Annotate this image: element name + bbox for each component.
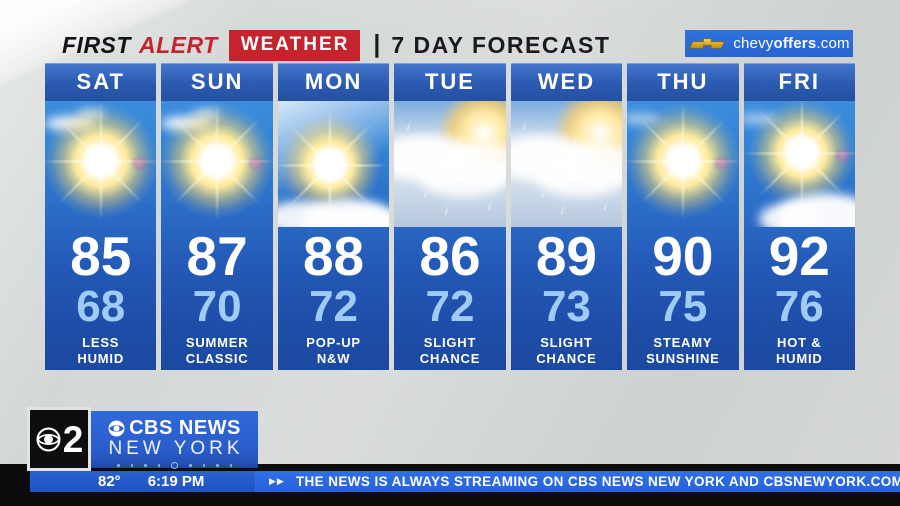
sponsor-banner: chevyoffers.com [685,30,853,57]
forecast-description: POP-UP N&W [306,335,361,366]
forecast-description: SUMMER CLASSIC [185,335,249,366]
seven-day-forecast-grid: SAT 85 68 LESS HUMID SUN 87 70 [45,63,855,370]
brand-weather-badge: WEATHER [228,29,361,61]
forecast-card-fri: FRI 92 76 HOT & HUMID [743,63,855,370]
forecast-card-sun: SUN 87 70 SUMMER CLASSIC [161,63,273,370]
lens-flare [832,149,853,162]
sun-with-cloud-icon [743,101,855,227]
forecast-description: HOT & HUMID [775,335,823,366]
cloud-shape [441,143,506,181]
cbs-news-new-york-logo: CBS NEWS NEW YORK [91,411,258,469]
forecast-card-sat: SAT 85 68 LESS HUMID [45,63,157,370]
forecast-description: STEAMY SUNSHINE [646,335,720,366]
active-dot [171,462,178,469]
brand-first: FIRST [62,31,131,58]
channel-2-logo: 2 [30,410,88,468]
lens-flare [246,157,267,170]
news-ticker: ▶▶ THE NEWS IS ALWAYS STREAMING ON CBS N… [255,471,900,492]
chevrolet-bowtie-icon [689,38,726,49]
forecast-card-wed: WED 89 73 SLIGHT CHANCE [510,63,623,370]
low-temp: 70 [192,282,242,331]
cloud-shape [337,209,390,227]
day-label: FRI [743,63,855,101]
low-temp: 68 [76,282,126,331]
day-label: THU [627,63,739,101]
info-bar: 82° 6:19 PM ▶▶ THE NEWS IS ALWAYS STREAM… [30,471,900,492]
forecast-description: SLIGHT CHANCE [419,335,481,366]
header-divider: | [373,29,381,58]
sunny-with-cloud-wisp-icon [161,101,273,227]
day-label: MON [277,63,390,101]
sponsor-url: chevyoffers.com [733,35,850,52]
current-time: 6:19 PM [147,473,205,490]
temp-time-segment: 82° 6:19 PM [30,471,255,492]
sunny-with-cloud-wisp-icon [45,101,157,227]
day-label: WED [510,63,623,101]
channel-number: 2 [62,418,84,460]
network-name: CBS NEWS [108,418,241,438]
cbs-eye-icon [36,427,61,451]
high-temp: 88 [302,225,365,287]
low-temp: 75 [658,282,708,331]
high-temp: 92 [768,225,830,287]
day-label: SAT [45,63,157,101]
header: FIRST ALERT WEATHER | 7 DAY FORECAST [62,29,611,61]
sun-behind-clouds-icon [277,101,390,227]
lens-flare [129,157,150,170]
clouds-sun-showers-icon [394,101,506,227]
clouds-sun-showers-icon [510,101,623,227]
low-temp: 76 [774,282,824,331]
high-temp: 90 [652,225,714,287]
day-label: TUE [394,63,506,101]
high-temp: 85 [70,225,132,287]
cbs-eye-icon [108,420,125,436]
forecast-card-tue: TUE 86 72 SLIGHT CHANCE [394,63,506,370]
market-name: NEW YORK [108,438,244,459]
sunny-icon [627,101,739,227]
brand-alert: ALERT [138,31,218,58]
forecast-card-thu: THU 90 75 STEAMY SUNSHINE [627,63,739,370]
cloud-shape [558,143,623,181]
page-title: 7 DAY FORECAST [391,31,611,58]
ticker-message: THE NEWS IS ALWAYS STREAMING ON CBS NEWS… [295,474,900,489]
forecast-card-mon: MON 88 72 POP-UP N&W [277,63,390,370]
sun-icon [743,101,855,212]
high-temp: 89 [535,225,598,287]
low-temp: 73 [541,282,591,331]
lens-flare [711,157,732,170]
high-temp: 87 [186,225,248,287]
forecast-description: SLIGHT CHANCE [536,335,597,366]
forecast-description: LESS HUMID [77,335,125,366]
cloud-shape [759,203,821,227]
low-temp: 72 [425,282,475,331]
pagination-dots [117,462,232,469]
low-temp: 72 [309,282,359,331]
day-label: SUN [161,63,273,101]
current-temperature: 82° [98,473,121,490]
ticker-arrows-icon: ▶▶ [269,476,285,486]
high-temp: 86 [419,225,481,287]
cloud-shape [277,201,336,227]
